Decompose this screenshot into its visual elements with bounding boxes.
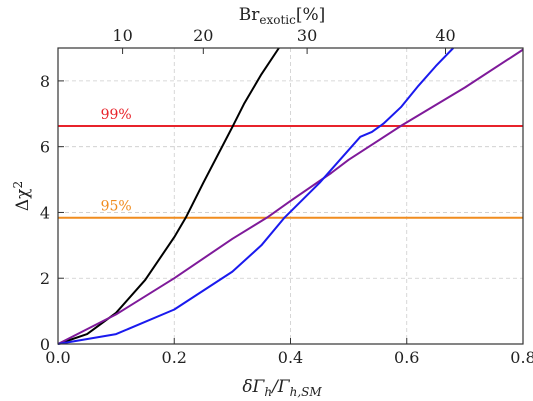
threshold-label: 95% xyxy=(101,199,132,215)
top-tick-label: 40 xyxy=(435,26,455,45)
x-tick-label: 0.4 xyxy=(278,348,303,367)
series-line xyxy=(57,48,524,345)
top-tick-label: 20 xyxy=(193,26,213,45)
series-line xyxy=(57,47,280,345)
y-tick-label: 4 xyxy=(40,203,50,222)
x-tick-label: 0.2 xyxy=(162,348,187,367)
threshold-label: 99% xyxy=(101,107,132,123)
y-axis-title: Δχ2 xyxy=(11,181,33,211)
y-tick-label: 0 xyxy=(40,335,50,354)
series-line xyxy=(57,47,455,345)
y-tick-label: 2 xyxy=(40,269,50,288)
top-tick-label: 30 xyxy=(297,26,317,45)
ticks xyxy=(57,48,524,345)
tick-labels: 0.0 0.2 0.4 0.6 0.8 0 2 4 6 8 10 20 30 40 xyxy=(40,26,533,367)
x-tick-label: 0.0 xyxy=(45,348,70,367)
top-tick-label: 10 xyxy=(112,26,132,45)
data-series xyxy=(57,47,524,345)
y-tick-label: 6 xyxy=(40,138,50,157)
x-axis-title: δΓh/Γh,SM xyxy=(242,377,322,399)
x-tick-label: 0.8 xyxy=(510,348,533,367)
x-tick-label: 0.6 xyxy=(394,348,419,367)
top-axis-title: Brexotic[%] xyxy=(239,5,326,27)
y-tick-label: 8 xyxy=(40,72,50,91)
threshold-lines: 99% 95% xyxy=(58,107,523,219)
